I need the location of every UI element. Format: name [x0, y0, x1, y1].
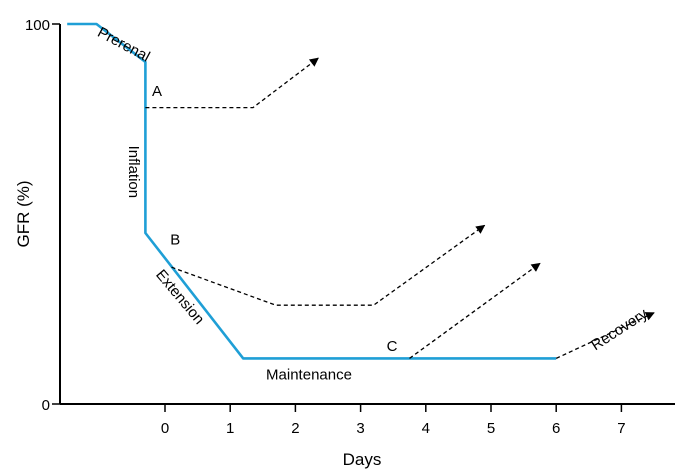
y-axis-title: GFR (%) [14, 180, 33, 247]
recovery-path-1 [145, 57, 319, 109]
x-tick-label-6: 6 [552, 420, 560, 437]
point-a-label: A [152, 83, 162, 100]
recovery-label: Recovery [588, 305, 651, 354]
x-tick-label-7: 7 [617, 420, 625, 437]
x-tick-label-2: 2 [291, 420, 299, 437]
x-tick-label-3: 3 [356, 420, 364, 437]
recovery-path-2 [171, 224, 486, 306]
inflation-label: Inflation [125, 146, 142, 199]
ticks: 0 1 2 3 4 5 6 7 0 100 [25, 17, 626, 437]
y-tick-label-0: 0 [42, 397, 50, 414]
annotations-layer: PrerenalInflationExtensionMaintenanceRec… [95, 24, 651, 383]
x-tick-label-1: 1 [226, 420, 234, 437]
prerenal-label: Prerenal [95, 24, 153, 66]
x-axis-title: Days [343, 450, 382, 469]
series-layer [67, 22, 655, 360]
x-tick-label-5: 5 [487, 420, 495, 437]
point-b-label: B [170, 231, 180, 248]
recovery-path-4 [555, 312, 655, 359]
point-c-label: C [387, 338, 398, 355]
maintenance-label: Maintenance [266, 366, 352, 383]
recovery-path-3 [409, 262, 541, 359]
gfr-line [67, 22, 557, 360]
x-tick-label-4: 4 [422, 420, 430, 437]
x-tick-label-0: 0 [161, 420, 169, 437]
axes [59, 24, 675, 405]
y-tick-label-100: 100 [25, 17, 50, 34]
